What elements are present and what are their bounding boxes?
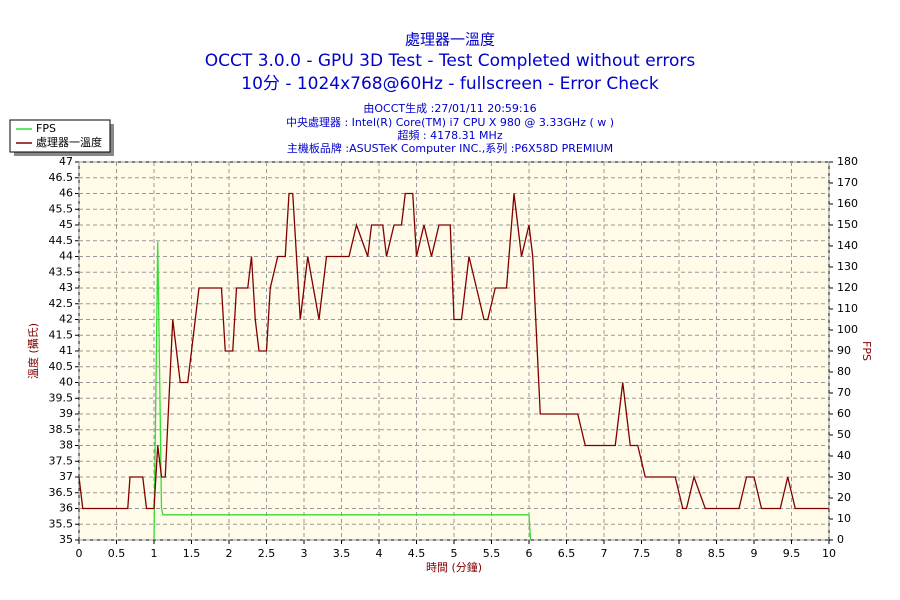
info-line: 超頻 : 4178.31 MHz: [397, 128, 502, 142]
y-tick-label: 44.5: [49, 234, 74, 247]
x-tick-label: 5: [451, 547, 458, 560]
y2-tick-label: 130: [837, 260, 858, 273]
x-tick-label: 2: [226, 547, 233, 560]
chart-subtitle: 10分 - 1024x768@60Hz - fullscreen - Error…: [241, 74, 659, 94]
y2-tick-label: 90: [837, 344, 851, 357]
y2-tick-label: 70: [837, 386, 851, 399]
series-line: [153, 241, 532, 541]
y2-axis-label: FPS: [860, 341, 873, 361]
x-tick-label: 4.5: [408, 547, 426, 560]
x-tick-label: 3: [301, 547, 308, 560]
y-tick-label: 35.5: [49, 517, 74, 530]
y2-tick-label: 10: [837, 512, 851, 525]
info-line: 中央處理器 : Intel(R) Core(TM) i7 CPU X 980 @…: [286, 115, 614, 129]
x-tick-label: 0: [76, 547, 83, 560]
y-tick-label: 35: [59, 533, 73, 546]
y2-tick-label: 50: [837, 428, 851, 441]
x-axis-label: 時間 (分鐘): [426, 560, 482, 574]
y-tick-label: 44: [59, 250, 73, 263]
x-tick-label: 7: [601, 547, 608, 560]
y2-tick-label: 170: [837, 176, 858, 189]
y-tick-label: 45: [59, 218, 73, 231]
y2-tick-label: 0: [837, 533, 844, 546]
y2-tick-label: 110: [837, 302, 858, 315]
x-tick-label: 8.5: [708, 547, 726, 560]
x-tick-label: 10: [822, 547, 836, 560]
y2-tick-label: 30: [837, 470, 851, 483]
x-tick-label: 6.5: [558, 547, 576, 560]
x-tick-label: 1.5: [183, 547, 201, 560]
y2-tick-label: 40: [837, 449, 851, 462]
y2-tick-label: 20: [837, 491, 851, 504]
y2-tick-label: 80: [837, 365, 851, 378]
y-tick-label: 38.5: [49, 423, 74, 436]
y2-tick-label: 120: [837, 281, 858, 294]
y-tick-label: 42.5: [49, 297, 74, 310]
legend-label: 處理器一溫度: [36, 135, 102, 149]
y-tick-label: 47: [59, 155, 73, 168]
chart-subtitle: OCCT 3.0.0 - GPU 3D Test - Test Complete…: [205, 51, 696, 71]
legend-label: FPS: [36, 122, 56, 135]
x-tick-label: 1: [151, 547, 158, 560]
legend: [9, 119, 111, 153]
y-tick-label: 39.5: [49, 391, 74, 404]
x-tick-label: 7.5: [633, 547, 651, 560]
x-tick-label: 4: [376, 547, 383, 560]
x-tick-label: 0.5: [108, 547, 126, 560]
x-tick-label: 3.5: [333, 547, 351, 560]
y-tick-label: 40: [59, 376, 73, 389]
y-tick-label: 46: [59, 187, 73, 200]
y-tick-label: 39: [59, 407, 73, 420]
y-tick-label: 36.5: [49, 486, 74, 499]
chart-title: 處理器一溫度: [405, 31, 495, 49]
y2-tick-label: 60: [837, 407, 851, 420]
y-tick-label: 40.5: [49, 360, 74, 373]
info-line: 由OCCT生成 :27/01/11 20:59:16: [363, 101, 536, 115]
y2-tick-label: 180: [837, 155, 858, 168]
y-tick-label: 45.5: [49, 202, 74, 215]
series-line: [78, 192, 829, 510]
x-tick-label: 5.5: [483, 547, 501, 560]
x-tick-label: 6: [526, 547, 533, 560]
x-tick-label: 9: [751, 547, 758, 560]
y-tick-label: 37: [59, 470, 73, 483]
y2-tick-label: 160: [837, 197, 858, 210]
y-tick-label: 41.5: [49, 328, 74, 341]
y-tick-label: 43: [59, 281, 73, 294]
y2-tick-label: 150: [837, 218, 858, 231]
y2-tick-label: 100: [837, 323, 858, 336]
y-tick-label: 37.5: [49, 454, 74, 467]
y-axis-label: 溫度 (攝氏): [26, 323, 40, 379]
info-line: 主機板品牌 :ASUSTeK Computer INC.,系列 :P6X58D …: [287, 141, 613, 155]
x-tick-label: 8: [676, 547, 683, 560]
y-tick-label: 43.5: [49, 265, 74, 278]
y-tick-label: 36: [59, 502, 73, 515]
y2-tick-label: 140: [837, 239, 858, 252]
y-tick-label: 41: [59, 344, 73, 357]
y-tick-label: 38: [59, 439, 73, 452]
y-tick-label: 46.5: [49, 171, 74, 184]
y-tick-label: 42: [59, 313, 73, 326]
x-tick-label: 2.5: [258, 547, 276, 560]
x-tick-label: 9.5: [783, 547, 801, 560]
